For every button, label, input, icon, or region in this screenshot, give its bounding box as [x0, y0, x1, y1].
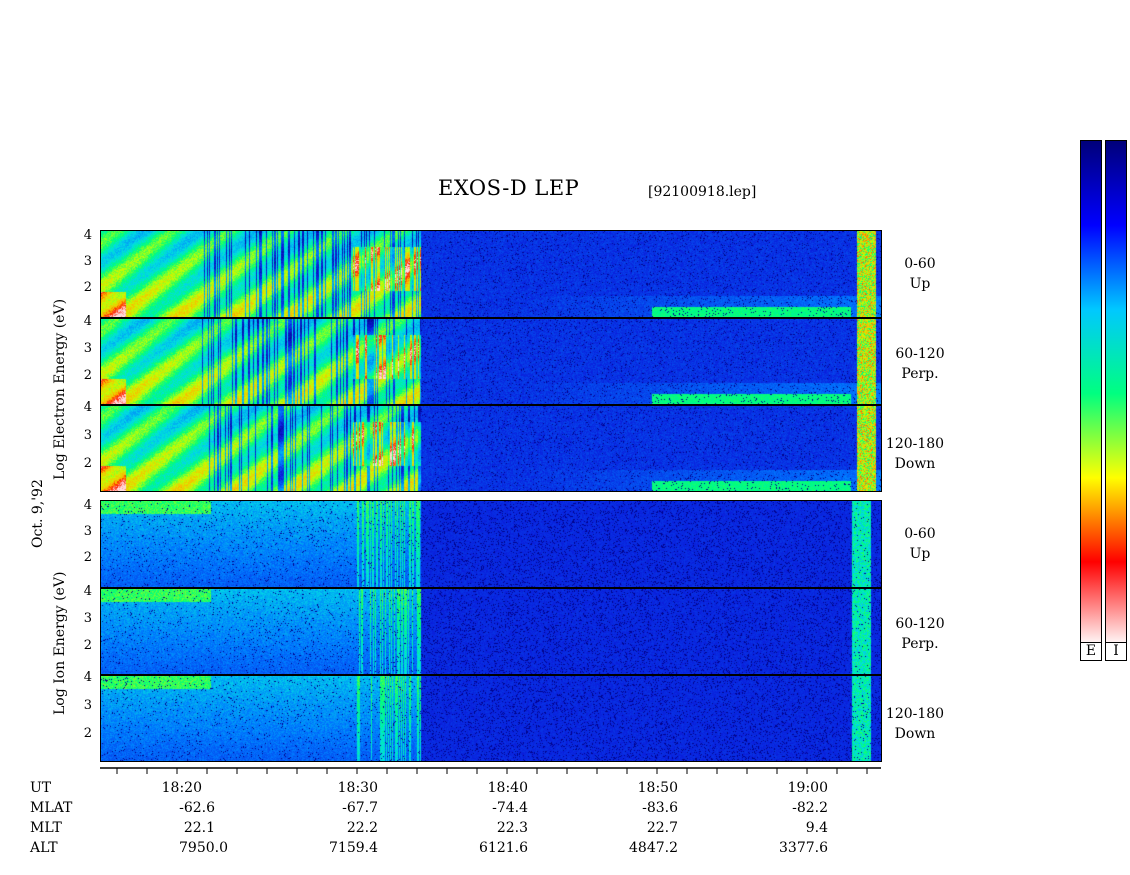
- file-label: [92100918.lep]: [648, 184, 757, 200]
- ytick-e2-4: 4: [83, 314, 92, 329]
- electron-ylabel: Log Electron Energy (eV): [52, 298, 68, 480]
- panel-label-e-up: 0-60 Up: [904, 256, 936, 292]
- ut-label-1: 18:30: [337, 780, 378, 796]
- electron-colorbar: [1080, 140, 1102, 647]
- panel-label-i-up: 0-60 Up: [904, 526, 936, 562]
- ion-perp-panel: [100, 588, 882, 675]
- ion-up-panel: [100, 500, 882, 588]
- ion-ylabel: Log Ion Energy (eV): [52, 571, 68, 715]
- electron-down-spectrogram: [101, 406, 881, 491]
- ytick-i3-3: 3: [83, 698, 92, 713]
- electron-up-panel: [100, 230, 882, 318]
- chart-title: EXOS-D LEP: [438, 176, 580, 200]
- ytick-i2-3: 3: [83, 611, 92, 626]
- ytick-i3-4: 4: [83, 670, 92, 685]
- ytick-e3-3: 3: [83, 428, 92, 443]
- panel-label-e-perp: 60-120 Perp.: [895, 346, 945, 382]
- ytick-e1-3: 3: [83, 254, 92, 269]
- electron-perp-panel: [100, 318, 882, 405]
- ytick-e1-4: 4: [83, 228, 92, 243]
- ytick-e3-4: 4: [83, 400, 92, 415]
- ytick-i1-4: 4: [83, 498, 92, 513]
- panel-label-i-down: 120-180 Down: [885, 706, 945, 742]
- ut-label-3: 18:50: [637, 780, 678, 796]
- ytick-e2-2: 2: [83, 368, 92, 383]
- ytick-e3-2: 2: [83, 456, 92, 471]
- colorbar-label-e: E: [1080, 642, 1102, 661]
- ytick-e2-3: 3: [83, 341, 92, 356]
- ytick-i1-2: 2: [83, 550, 92, 565]
- ut-label-2: 18:40: [487, 780, 528, 796]
- electron-perp-spectrogram: [101, 319, 881, 404]
- ion-colorbar: [1105, 140, 1127, 647]
- time-axis: [100, 767, 881, 774]
- ytick-i3-2: 2: [83, 726, 92, 741]
- ytick-e1-2: 2: [83, 280, 92, 295]
- ion-down-spectrogram: [101, 676, 881, 761]
- ytick-i1-3: 3: [83, 524, 92, 539]
- panel-label-e-down: 120-180 Down: [885, 436, 945, 472]
- ut-label-4: 19:00: [787, 780, 828, 796]
- ion-perp-spectrogram: [101, 589, 881, 674]
- electron-down-panel: [100, 405, 882, 492]
- ytick-i2-2: 2: [83, 638, 92, 653]
- colorbar-label-i: I: [1105, 642, 1127, 661]
- ytick-i2-4: 4: [83, 584, 92, 599]
- ion-up-spectrogram: [101, 501, 881, 587]
- date-label: Oct. 9,'92: [30, 479, 46, 548]
- ut-label-0: 18:20: [161, 780, 202, 796]
- panel-label-i-perp: 60-120 Perp.: [895, 616, 945, 652]
- ion-down-panel: [100, 675, 882, 762]
- electron-up-spectrogram: [101, 231, 881, 317]
